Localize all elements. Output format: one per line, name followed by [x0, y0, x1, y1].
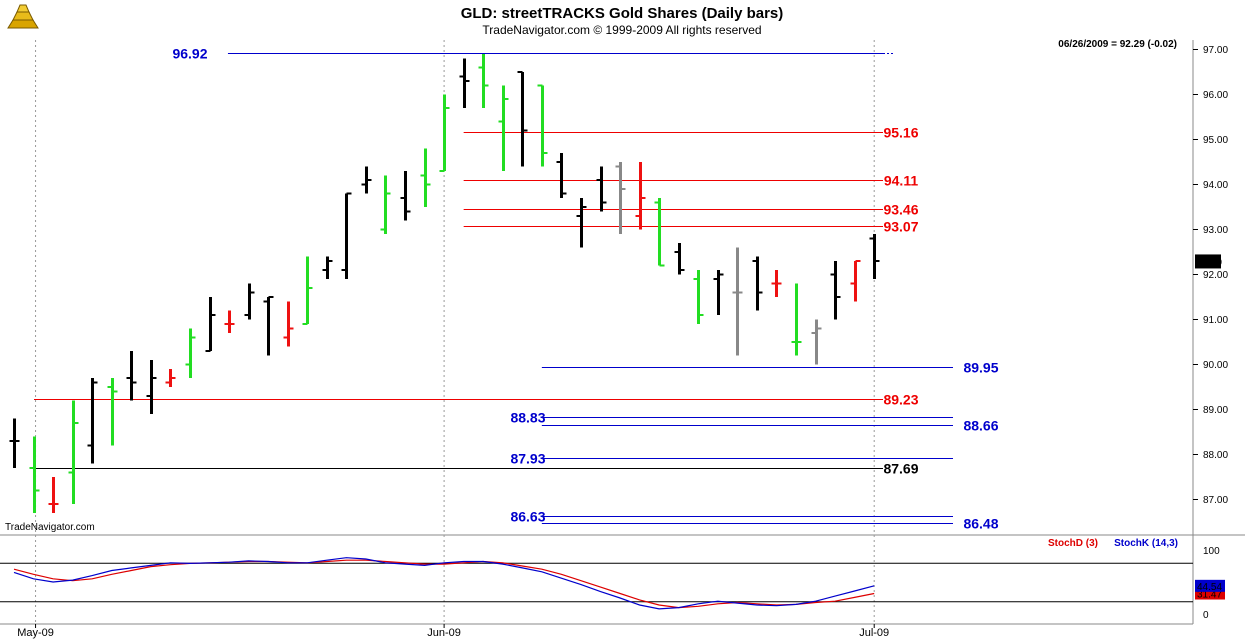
price-bar-4	[87, 378, 98, 464]
price-bar-5	[107, 378, 118, 446]
price-bar-30	[596, 166, 607, 212]
price-bar-6	[126, 351, 137, 401]
price-bar-25	[498, 85, 509, 171]
stoch-last-box-1	[1195, 579, 1225, 592]
price-bar-42	[830, 261, 841, 320]
legend-stochk: StochK (14,3)	[1114, 538, 1178, 549]
level-label-95.16: 95.16	[883, 125, 918, 141]
price-bar-40	[791, 283, 802, 356]
price-bar-8	[165, 369, 176, 387]
level-label-94.11: 94.11	[884, 173, 918, 189]
last-price-box	[1195, 254, 1221, 269]
price-bar-33	[654, 198, 665, 267]
level-label-86.48: 86.48	[963, 516, 998, 532]
chart-title: GLD: streetTRACKS Gold Shares (Daily bar…	[461, 5, 784, 22]
level-label-96.92: 96.92	[172, 46, 207, 62]
price-bar-28	[556, 153, 567, 198]
stoch-last-label-0: 31.47	[1197, 590, 1222, 601]
level-label-88.83: 88.83	[510, 410, 545, 426]
price-bar-24	[478, 54, 489, 108]
level-label-93.46: 93.46	[883, 202, 918, 218]
level-label-89.95: 89.95	[963, 360, 998, 376]
price-bar-41	[811, 319, 822, 365]
price-bar-39	[771, 270, 782, 297]
price-bar-29	[576, 198, 587, 248]
y-tick-label-96.00: 96.00	[1203, 90, 1228, 101]
price-bar-44	[869, 234, 880, 279]
price-bar-22	[439, 94, 450, 172]
price-bar-36	[713, 270, 724, 315]
date-axis: May-09 Jun-09 Jul-09	[17, 624, 889, 639]
price-bar-31	[615, 162, 626, 234]
price-bar-38	[752, 256, 763, 311]
level-label-89.23: 89.23	[883, 392, 918, 408]
price-bar-16	[322, 256, 333, 279]
price-bar-0	[9, 418, 20, 468]
price-bar-3	[68, 400, 79, 504]
y-tick-label-97.00: 97.00	[1203, 45, 1228, 56]
y-tick-label-89.00: 89.00	[1203, 405, 1228, 416]
y-tick-label-92.00: 92.00	[1203, 270, 1228, 281]
y-tick-label-90.00: 90.00	[1203, 360, 1228, 371]
level-label-88.66: 88.66	[963, 418, 998, 434]
price-bar-12	[244, 283, 255, 320]
gold-bars-icon	[7, 4, 39, 29]
y-tick-label-94.00: 94.00	[1203, 180, 1228, 191]
last-price-info: 06/26/2009 = 92.29 (-0.02)	[1058, 39, 1177, 50]
price-bar-32	[635, 162, 646, 230]
copyright-subtitle: TradeNavigator.com © 1999-2009 All right…	[482, 23, 761, 37]
level-label-87.69: 87.69	[883, 461, 918, 477]
legend-stochd: StochD (3)	[1048, 538, 1098, 549]
price-bar-19	[380, 175, 391, 234]
price-bar-37	[732, 247, 743, 356]
level-label-86.63: 86.63	[510, 509, 545, 525]
price-bar-18	[361, 166, 372, 194]
last-price-label: 92.29	[1197, 257, 1222, 268]
y-tick-label-95.00: 95.00	[1203, 135, 1228, 146]
x-label-May-09: May-09	[17, 627, 54, 639]
price-bar-27	[537, 84, 548, 167]
price-bar-17	[341, 192, 352, 279]
price-bar-35	[693, 270, 704, 324]
watermark: TradeNavigator.com	[5, 522, 95, 533]
stoch-series-1	[13, 557, 875, 610]
price-bar-43	[850, 260, 861, 302]
price-bar-10	[205, 297, 216, 352]
price-bar-1	[29, 436, 40, 513]
price-bar-21	[420, 148, 431, 207]
price-bar-34	[674, 243, 685, 275]
price-bar-14	[283, 301, 294, 347]
stoch-last-label-1: 44.54	[1197, 582, 1222, 593]
price-axis: 97.00 96.00 95.00 94.00 93.00 92.00 91.00 90.00…	[1193, 45, 1228, 506]
x-label-Jun-09: Jun-09	[427, 627, 461, 639]
y-tick-label-87.00: 87.00	[1203, 495, 1228, 506]
y-tick-label-93.00: 93.00	[1203, 225, 1228, 236]
level-label-87.93: 87.93	[510, 451, 545, 467]
stoch-tick-0: 0	[1203, 610, 1209, 621]
price-bar-11	[224, 310, 235, 333]
x-label-Jul-09: Jul-09	[859, 627, 889, 639]
y-tick-label-88.00: 88.00	[1203, 450, 1228, 461]
level-label-93.07: 93.07	[883, 219, 918, 235]
price-bar-26	[517, 71, 528, 167]
ohlc-bars	[9, 54, 880, 513]
price-bar-23	[459, 58, 470, 108]
price-bar-2	[48, 477, 59, 513]
price-bar-15	[302, 256, 313, 325]
month-gridlines	[35, 40, 875, 624]
stoch-tick-100: 100	[1203, 546, 1220, 557]
price-bar-7	[146, 360, 157, 414]
price-bar-13	[263, 296, 274, 356]
price-bar-9	[185, 328, 196, 378]
price-bar-20	[400, 171, 411, 221]
y-tick-label-91.00: 91.00	[1203, 315, 1228, 326]
